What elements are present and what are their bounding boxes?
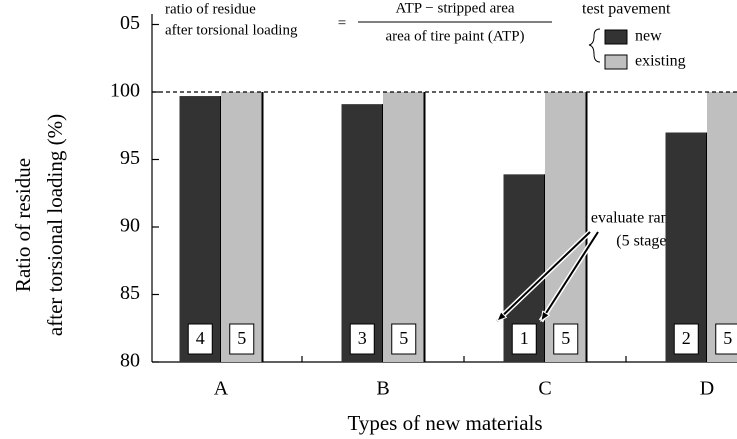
rank-box <box>715 323 737 355</box>
rank-box <box>553 323 579 355</box>
arrow-head <box>496 310 508 322</box>
x-tick-label: C <box>538 378 551 400</box>
bar <box>221 92 263 362</box>
rank-label: 5 <box>399 328 408 348</box>
rank-label: 1 <box>520 328 529 348</box>
rank-box <box>187 323 213 355</box>
y-tick-label: 05 <box>120 12 140 34</box>
formula-text: after torsional loading <box>165 22 298 38</box>
y-axis-label: after torsional loading (%) <box>43 114 67 336</box>
arrow <box>496 231 591 322</box>
arrow <box>540 231 599 322</box>
rank-box <box>229 323 255 355</box>
bar <box>707 92 737 362</box>
x-tick-label: A <box>214 378 229 400</box>
rank-box <box>511 323 537 355</box>
legend-label: new <box>635 28 662 45</box>
annotation: (5 stage) <box>616 233 672 250</box>
y-tick-label: 80 <box>120 350 140 372</box>
y-tick-label: 95 <box>120 147 140 169</box>
bar <box>545 92 587 362</box>
x-tick-label: D <box>700 378 714 400</box>
legend-swatch <box>604 54 628 70</box>
rank-box <box>673 323 699 355</box>
rank-label: 5 <box>561 328 570 348</box>
arrow-head <box>540 310 551 323</box>
rank-label: 5 <box>723 328 732 348</box>
formula-text: = <box>338 15 346 31</box>
legend-brace <box>588 28 601 63</box>
rank-label: 3 <box>358 328 367 348</box>
legend-title: test pavement <box>582 1 671 18</box>
y-tick-label: 85 <box>120 282 140 304</box>
rank-box <box>349 323 375 355</box>
y-tick-label: 100 <box>110 80 140 102</box>
formula-text: area of tire paint (ATP) <box>385 28 524 44</box>
rank-label: 2 <box>682 328 691 348</box>
x-tick-label: B <box>376 378 389 400</box>
formula-text: ratio of residue <box>165 1 256 17</box>
rank-box <box>391 323 417 355</box>
rank-label: 4 <box>196 328 205 348</box>
legend-swatch <box>604 29 628 45</box>
formula-text: ATP − stripped area <box>395 0 514 16</box>
bar <box>341 104 383 363</box>
y-axis-label: Ratio of residue <box>11 158 35 292</box>
rank-label: 5 <box>237 328 246 348</box>
x-axis-label: Types of new materials <box>347 411 542 435</box>
y-tick-label: 90 <box>120 215 140 237</box>
legend-label: existing <box>635 53 686 70</box>
bar <box>383 92 425 362</box>
bar <box>179 96 221 363</box>
